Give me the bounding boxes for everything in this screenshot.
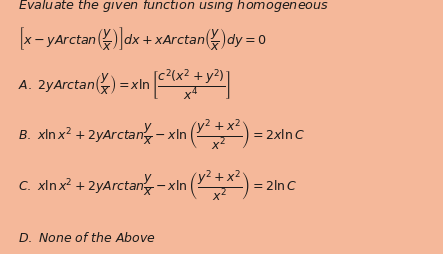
Text: $\it{D.\ None\ of\ the\ Above}$: $\it{D.\ None\ of\ the\ Above}$ [18, 230, 156, 244]
Text: $\it{A.}\ 2yArctan\left(\dfrac{y}{x}\right) = x\ln\left[\dfrac{c^2(x^2 + y^2)}{x: $\it{A.}\ 2yArctan\left(\dfrac{y}{x}\rig… [18, 67, 230, 102]
Text: $\it{Evaluate\ the\ given\ function\ using\ homogeneous}$: $\it{Evaluate\ the\ given\ function\ usi… [18, 0, 329, 14]
Text: $\left[x - yArctan\left(\dfrac{y}{x}\right)\right]dx + xArctan\left(\dfrac{y}{x}: $\left[x - yArctan\left(\dfrac{y}{x}\rig… [18, 25, 266, 52]
Text: $\it{C.}\ x\ln x^2 + 2yArctan\dfrac{y}{x} - x\ln\left(\dfrac{y^2 + x^2}{x^2}\rig: $\it{C.}\ x\ln x^2 + 2yArctan\dfrac{y}{x… [18, 167, 297, 202]
Text: $\it{B.}\ x\ln x^2 + 2yArctan\dfrac{y}{x} - x\ln\left(\dfrac{y^2 + x^2}{x^2}\rig: $\it{B.}\ x\ln x^2 + 2yArctan\dfrac{y}{x… [18, 117, 304, 151]
